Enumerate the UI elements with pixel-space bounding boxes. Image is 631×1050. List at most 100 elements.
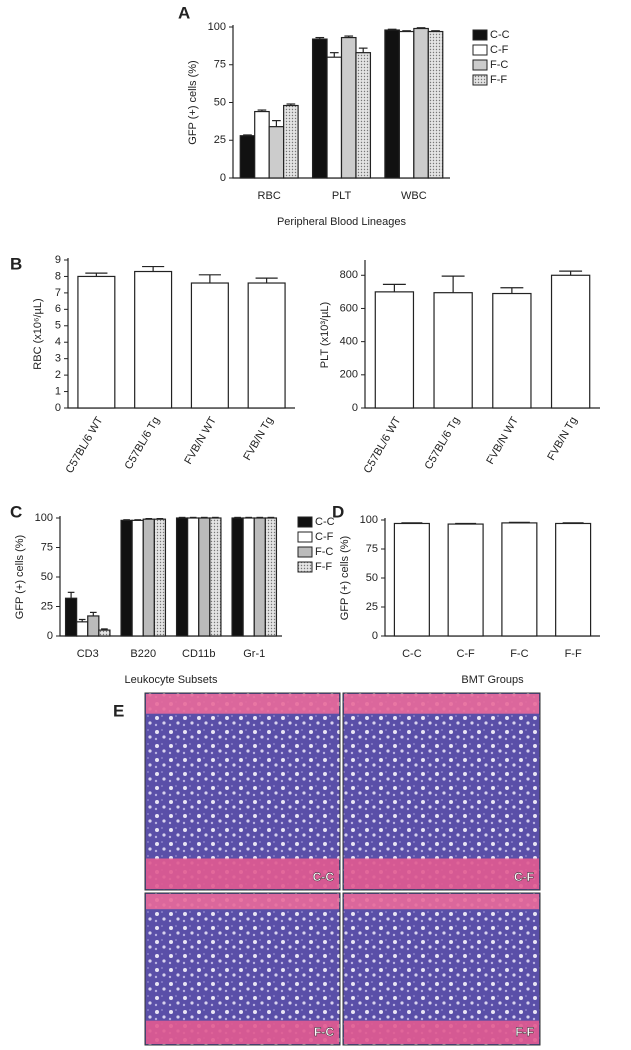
error-bar: [256, 516, 264, 519]
x-tick-label: C-F: [456, 648, 475, 660]
y-tick-label: 600: [340, 302, 358, 314]
bar: [264, 517, 278, 637]
micrograph: C-F: [342, 692, 541, 891]
legend-label: C-F: [490, 44, 509, 56]
y-tick-label: 9: [55, 254, 61, 266]
error-bar: [562, 522, 584, 524]
legend-swatch: [472, 59, 488, 71]
bar: [142, 518, 155, 637]
y-tick-label: 75: [41, 541, 53, 553]
error-bar: [145, 517, 153, 520]
x-tick-label: FVB/N WT: [182, 415, 219, 467]
error-bar: [272, 120, 281, 127]
tissue: [342, 692, 541, 891]
tissue: [144, 892, 341, 1046]
error-bar: [212, 516, 219, 519]
x-tick-label: C57BL/6 Tg: [423, 415, 463, 472]
y-tick-label: 50: [41, 571, 53, 583]
tissue: [342, 892, 541, 1046]
bar: [77, 275, 116, 409]
x-tick-label: F-F: [565, 648, 582, 660]
y-tick-label: 25: [41, 600, 53, 612]
y-axis-label: GFP (+) cells (%): [14, 535, 26, 619]
bar: [98, 629, 111, 637]
y-axis-label: GFP (+) cells (%): [339, 536, 351, 620]
x-tick-label: C57BL/6 WT: [362, 415, 404, 476]
x-tick-label: FVB/N Tg: [241, 415, 275, 463]
bar: [253, 517, 266, 637]
error-bar: [382, 283, 406, 292]
y-tick-label: 7: [55, 287, 61, 299]
error-bar: [78, 618, 86, 622]
error-bar: [286, 103, 296, 106]
legend-label: F-C: [490, 59, 508, 71]
bar: [433, 292, 473, 409]
x-axis-label: Leukocyte Subsets: [125, 674, 218, 686]
error-bar: [402, 30, 411, 32]
y-tick-label: 200: [340, 369, 358, 381]
panel-letter: E: [113, 701, 124, 720]
y-tick-label: 2: [55, 369, 61, 381]
x-tick-label: F-C: [510, 648, 528, 660]
y-tick-label: 25: [366, 601, 378, 613]
panel-letter: A: [178, 3, 190, 22]
bar: [283, 104, 299, 179]
legend-swatch: [297, 531, 313, 543]
bar: [64, 597, 78, 637]
error-bar: [344, 35, 354, 38]
bar: [501, 522, 538, 637]
legend-swatch: [297, 546, 313, 558]
bar: [268, 126, 285, 179]
bone-bottom: [344, 858, 539, 889]
error-bar: [234, 516, 241, 519]
bar: [447, 523, 484, 637]
error-bar: [387, 28, 397, 31]
legend-label: C-F: [315, 531, 334, 543]
micrograph: F-F: [342, 892, 541, 1046]
error-bar: [123, 519, 130, 521]
x-tick-label: CD11b: [182, 648, 215, 660]
bar: [190, 282, 229, 409]
legend-swatch: [472, 44, 488, 56]
error-bar: [416, 27, 426, 29]
bar: [242, 517, 255, 637]
histology-panel: E C-C C-F F-C F-F: [113, 692, 541, 1046]
y-tick-label: 5: [55, 320, 61, 332]
bar: [134, 270, 173, 409]
bar: [198, 517, 211, 637]
error-bar: [267, 516, 275, 519]
bar: [87, 615, 100, 637]
legend-label: C-C: [315, 516, 335, 528]
x-axis-label: BMT Groups: [461, 674, 524, 686]
y-tick-label: 75: [366, 543, 378, 555]
bar: [76, 621, 89, 637]
y-tick-label: 6: [55, 303, 61, 315]
legend-swatch: [472, 74, 488, 86]
x-tick-label: PLT: [332, 190, 352, 202]
y-tick-label: 3: [55, 353, 61, 365]
error-bar: [255, 277, 278, 284]
x-tick-label: C57BL/6 Tg: [123, 415, 163, 472]
bar: [239, 135, 256, 179]
error-bar: [101, 628, 108, 631]
bar: [555, 522, 592, 637]
bone-top: [146, 894, 339, 910]
legend-swatch: [297, 561, 313, 573]
bar: [209, 517, 222, 637]
x-tick-label: FVB/N Tg: [545, 415, 579, 463]
y-tick-label: 0: [352, 402, 358, 414]
bone-top: [344, 894, 539, 910]
x-tick-label: C57BL/6 WT: [64, 415, 106, 476]
panel-letter: C: [10, 502, 22, 521]
y-tick-label: 8: [55, 270, 61, 282]
image-label: F-F: [515, 1025, 534, 1039]
bar: [175, 517, 189, 637]
bar: [384, 29, 400, 179]
y-tick-label: 0: [47, 630, 53, 642]
error-bar: [243, 134, 252, 136]
legend-label: F-F: [315, 561, 332, 573]
error-bar: [178, 516, 186, 519]
bar: [231, 517, 244, 637]
legend-label: F-F: [490, 74, 507, 86]
